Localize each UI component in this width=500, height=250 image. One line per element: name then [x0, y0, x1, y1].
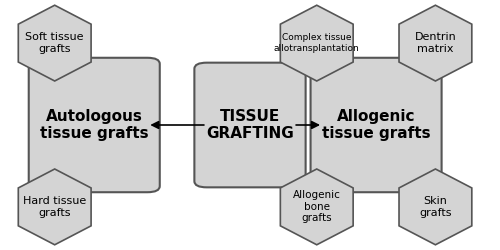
Text: Allogenic
bone
grafts: Allogenic bone grafts — [293, 190, 341, 224]
Polygon shape — [399, 169, 472, 245]
FancyBboxPatch shape — [28, 58, 160, 192]
Polygon shape — [280, 5, 353, 81]
Text: Skin
grafts: Skin grafts — [419, 196, 452, 218]
FancyBboxPatch shape — [194, 63, 306, 187]
Text: Dentrin
matrix: Dentrin matrix — [414, 32, 457, 54]
Text: Allogenic
tissue grafts: Allogenic tissue grafts — [322, 109, 430, 141]
Polygon shape — [280, 169, 353, 245]
Text: Autologous
tissue grafts: Autologous tissue grafts — [40, 109, 148, 141]
Polygon shape — [399, 5, 472, 81]
Text: Hard tissue
grafts: Hard tissue grafts — [23, 196, 86, 218]
Text: TISSUE
GRAFTING: TISSUE GRAFTING — [206, 109, 294, 141]
Polygon shape — [18, 169, 91, 245]
Text: Complex tissue
allotransplantation: Complex tissue allotransplantation — [274, 34, 360, 53]
Polygon shape — [18, 5, 91, 81]
FancyBboxPatch shape — [310, 58, 442, 192]
Text: Soft tissue
grafts: Soft tissue grafts — [26, 32, 84, 54]
